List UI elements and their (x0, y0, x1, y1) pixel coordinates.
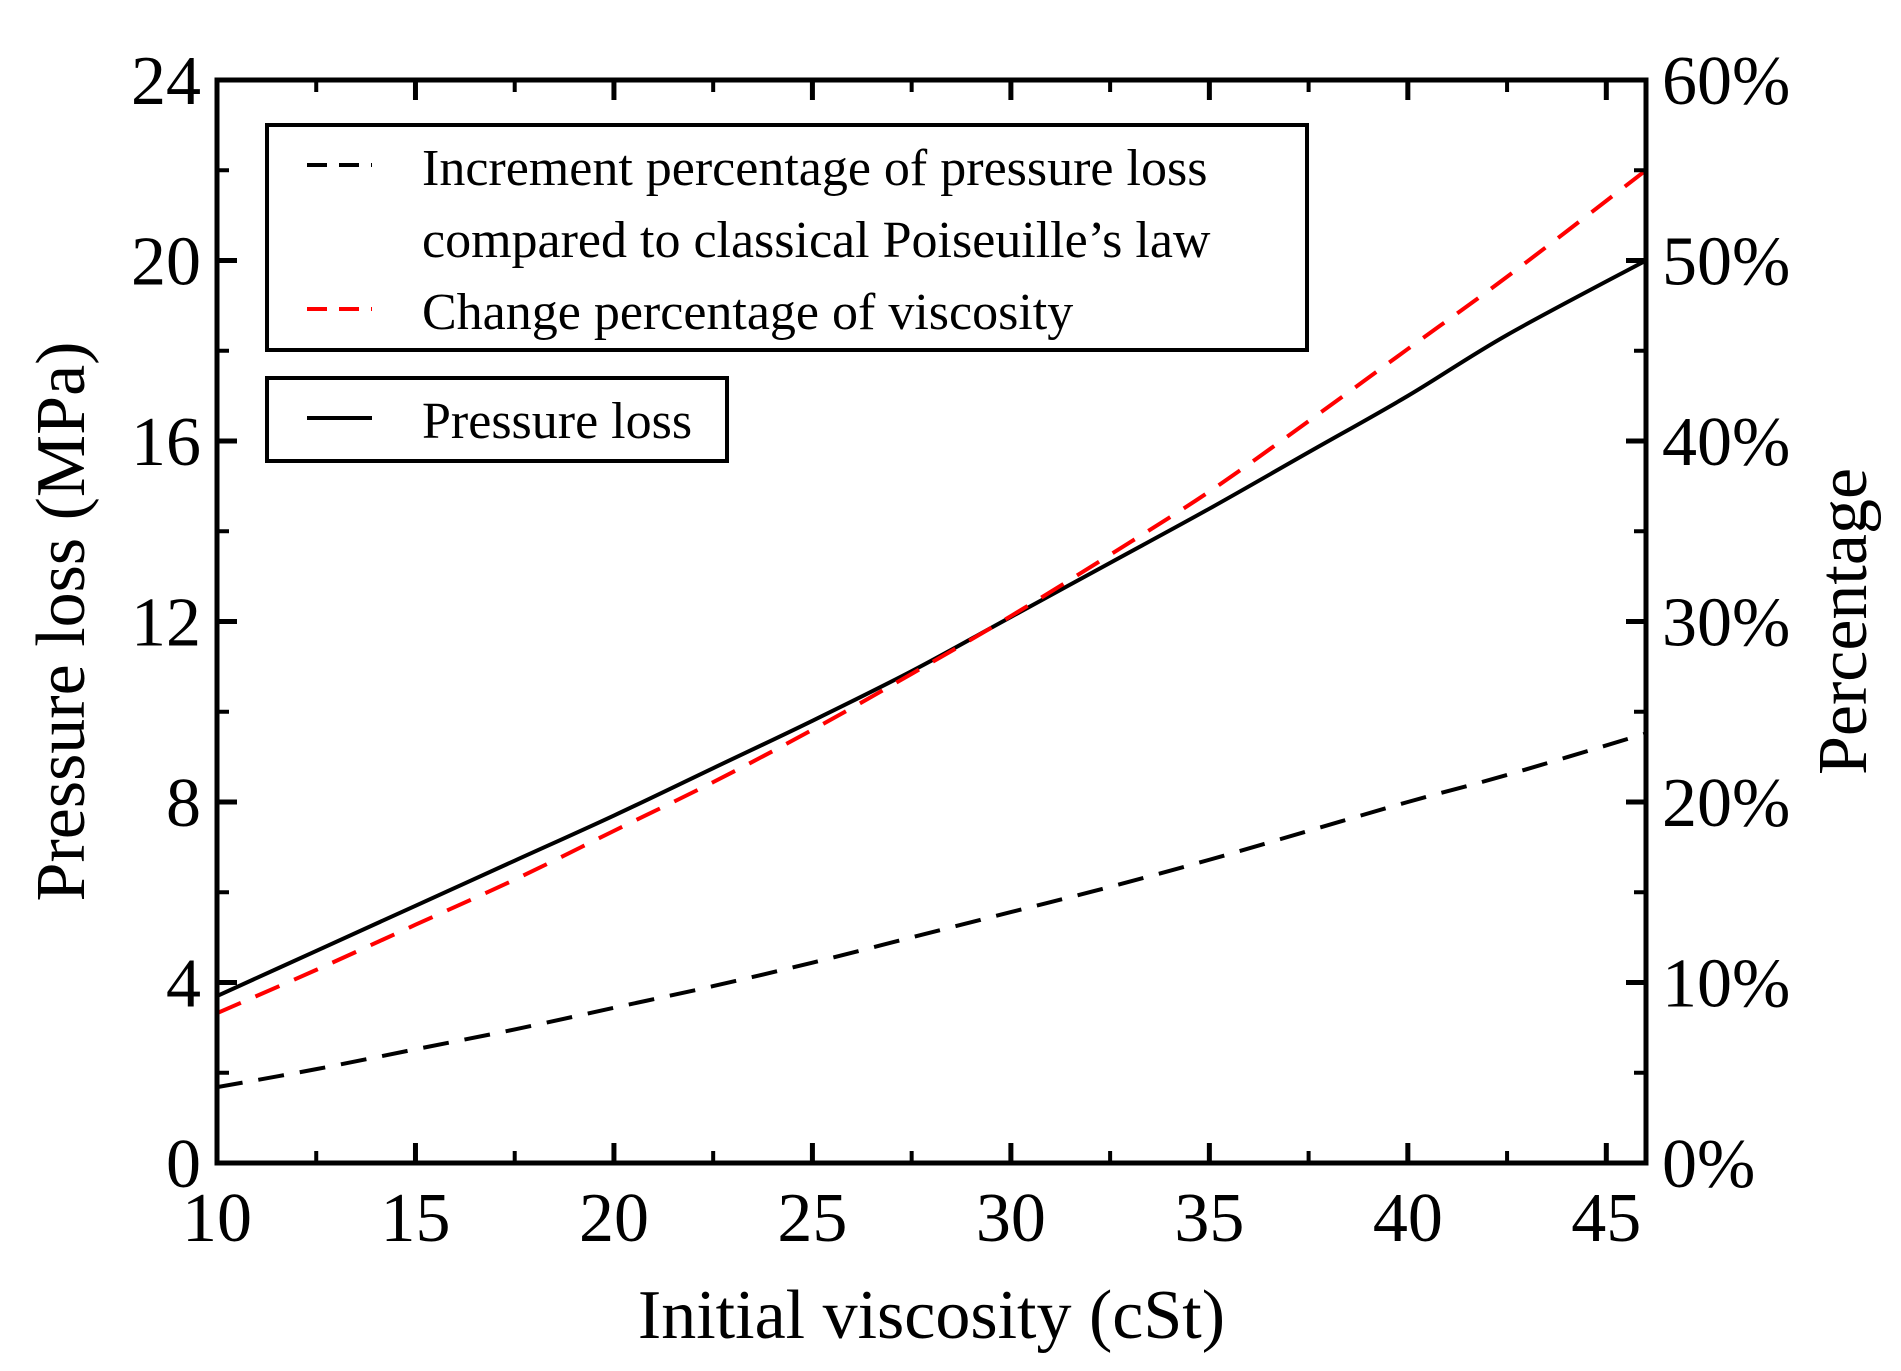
legend-label: Change percentage of viscosity (422, 284, 1073, 341)
y-tick-label-left: 8 (166, 765, 201, 842)
legends: Increment percentage of pressure loss com… (265, 123, 1309, 463)
y-tick-label-left: 4 (166, 946, 201, 1023)
x-tick-label: 20 (579, 1180, 649, 1257)
y-tick-label-left: 12 (131, 585, 201, 662)
y-tick-label-left: 20 (131, 224, 201, 301)
series-line-1 (217, 731, 1646, 1090)
y-tick-label-right: 20% (1662, 765, 1790, 842)
series-line-0 (217, 258, 1646, 998)
y-axis-label-left: Pressure loss (MPa) (23, 342, 100, 902)
x-tick-label: 15 (380, 1180, 450, 1257)
y-tick-label-right: 10% (1662, 946, 1790, 1023)
y-tick-label-left: 16 (131, 404, 201, 481)
x-tick-label: 30 (976, 1180, 1046, 1257)
legend-label: compared to classical Poiseuille’s law (422, 212, 1211, 269)
x-tick-label: 40 (1373, 1180, 1443, 1257)
x-tick-label: 45 (1571, 1180, 1641, 1257)
y-tick-label-right: 60% (1662, 43, 1790, 120)
y-tick-label-right: 0% (1662, 1126, 1755, 1203)
x-tick-label: 35 (1174, 1180, 1244, 1257)
legend-box (265, 123, 1309, 352)
y-tick-label-left: 24 (131, 43, 201, 120)
x-axis-label: Initial viscosity (cSt) (638, 1277, 1225, 1354)
legend-label: Pressure loss (422, 393, 692, 450)
tick-labels: 10 15 20 25 30 35 40 45 0 4 8 12 16 20 24 0% 10% 20% 30% 40… (131, 43, 1790, 1257)
y-axis-label-right: Percentage (1805, 468, 1882, 775)
series-line-2 (217, 168, 1646, 1016)
y-tick-label-left: 0 (166, 1126, 201, 1203)
y-tick-label-right: 40% (1662, 404, 1790, 481)
y-tick-label-right: 30% (1662, 585, 1790, 662)
legend-label: Increment percentage of pressure loss (422, 140, 1207, 197)
y-tick-label-right: 50% (1662, 224, 1790, 301)
plot-lines (217, 168, 1646, 1090)
x-tick-label: 10 (182, 1180, 252, 1257)
x-tick-label: 25 (777, 1180, 847, 1257)
ticks (214, 77, 1646, 1166)
